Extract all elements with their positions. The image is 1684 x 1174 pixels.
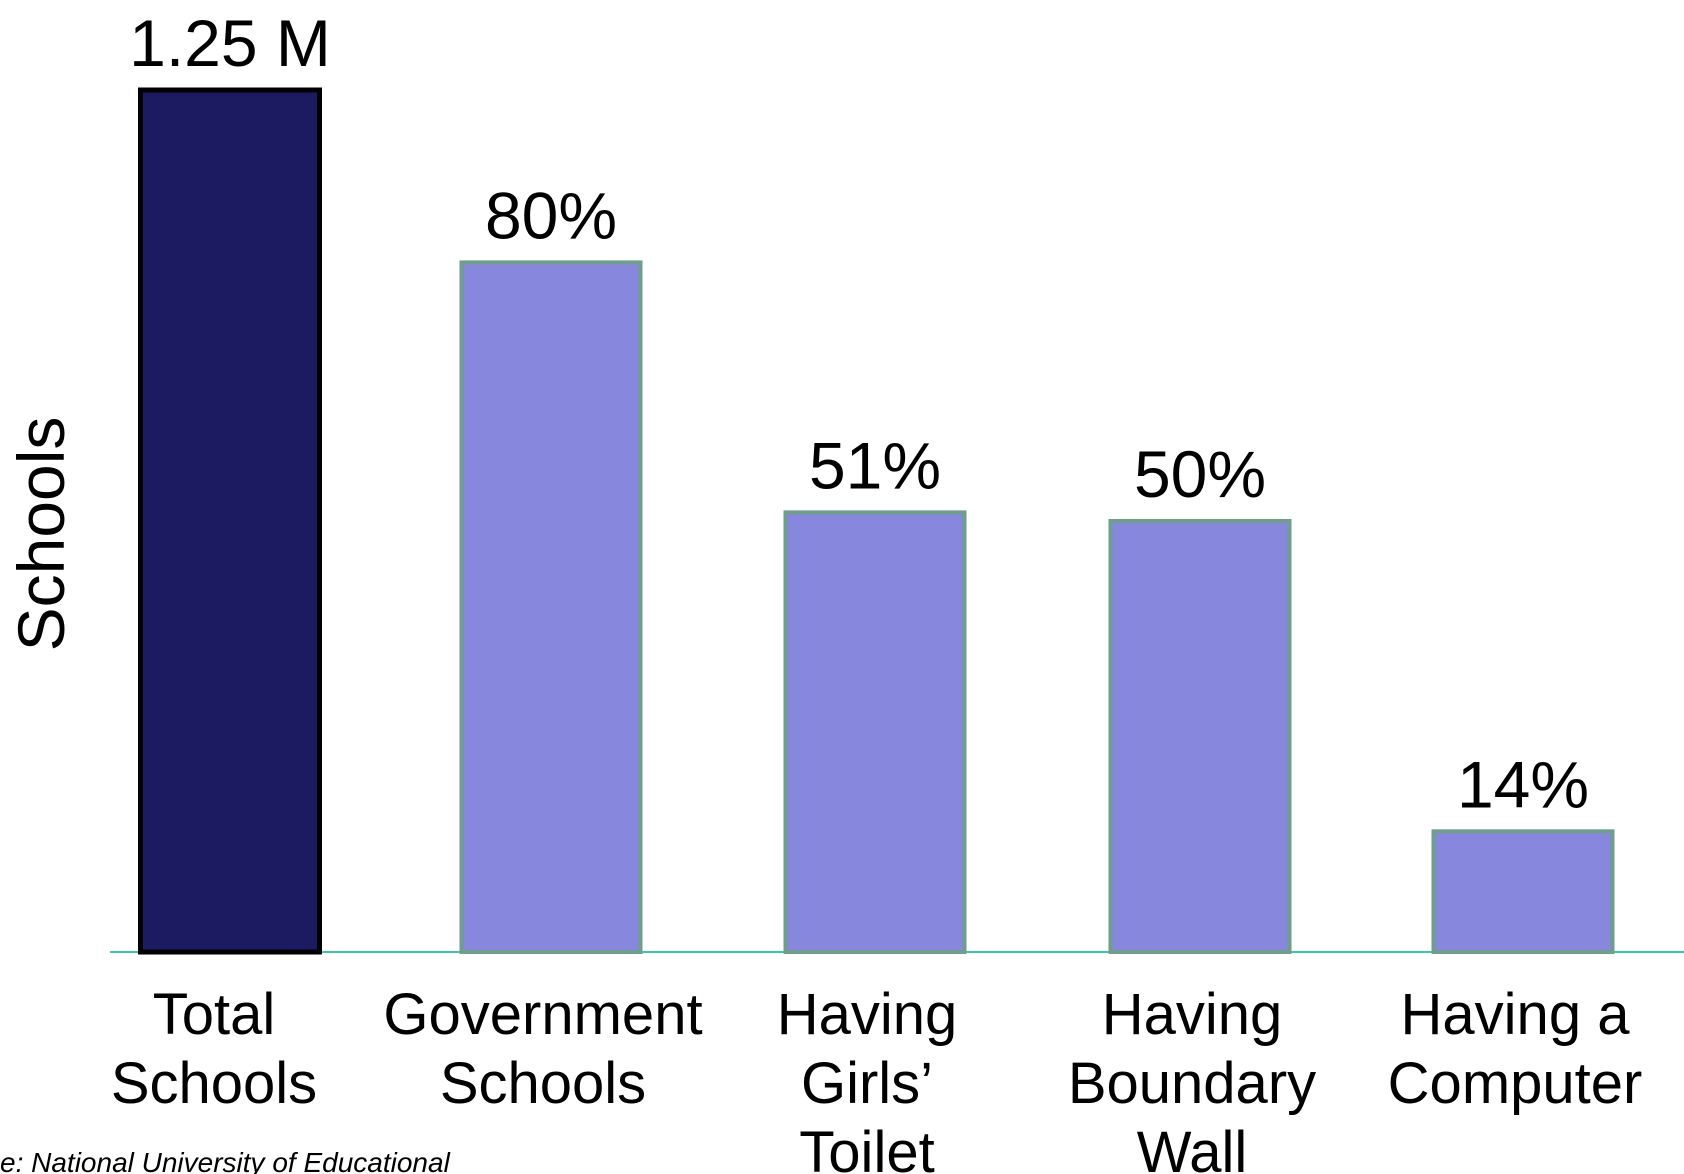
- x-tick-label: Wall: [1137, 1120, 1248, 1174]
- x-tick-label: Government: [383, 982, 702, 1047]
- x-tick-label: Toilet: [799, 1120, 934, 1174]
- bar: [783, 510, 967, 954]
- x-tick-label: Computer: [1388, 1051, 1643, 1116]
- x-tick-label: Schools: [111, 1051, 317, 1116]
- source-note: e: National University of Educational: [0, 1147, 451, 1174]
- value-label: 80%: [485, 178, 617, 252]
- bar: [459, 260, 643, 954]
- x-tick-label: Schools: [440, 1051, 646, 1116]
- value-label: 1.25 M: [129, 6, 331, 80]
- y-axis-label: Schools: [4, 417, 78, 652]
- bar: [138, 87, 322, 955]
- value-label: 50%: [1134, 437, 1266, 511]
- x-tick-label: Boundary: [1068, 1051, 1316, 1116]
- value-label: 51%: [809, 428, 941, 502]
- x-tick-label: Total: [153, 982, 276, 1047]
- bar: [1431, 829, 1615, 955]
- x-tick-label: Having a: [1401, 982, 1631, 1047]
- bar: [1108, 519, 1292, 954]
- x-tick-label: Having: [1102, 982, 1283, 1047]
- x-tick-label: Having: [777, 982, 958, 1047]
- value-label: 14%: [1457, 747, 1589, 821]
- x-tick-label: Girls’: [801, 1051, 933, 1116]
